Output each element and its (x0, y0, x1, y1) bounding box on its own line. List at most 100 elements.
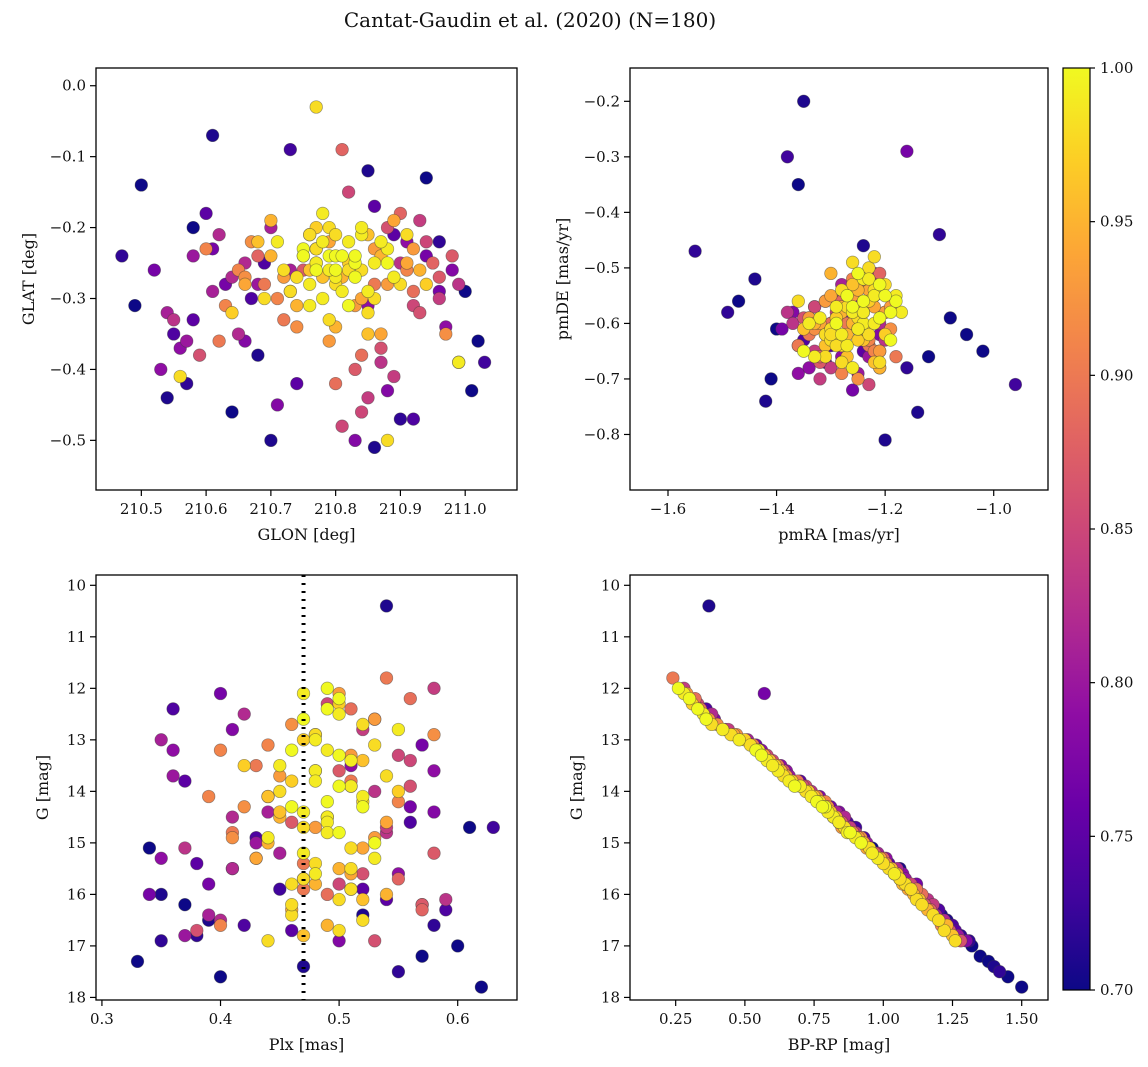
data-point (379, 887, 394, 902)
data-point (845, 255, 860, 269)
data-point (249, 851, 263, 865)
data-point (413, 306, 427, 320)
x-tick-label: 1.25 (936, 1010, 969, 1028)
data-point (791, 366, 805, 381)
data-point (251, 348, 265, 362)
data-point (320, 795, 334, 809)
data-point (379, 599, 394, 613)
data-point (344, 779, 358, 793)
data-point (426, 256, 440, 270)
data-point (186, 249, 200, 263)
data-point (780, 150, 795, 164)
data-point (873, 311, 887, 325)
data-point (759, 394, 773, 408)
data-point (186, 313, 200, 327)
y-tick-label: −0.5 (50, 431, 86, 449)
data-point (797, 344, 811, 358)
data-point (344, 702, 358, 716)
x-tick-label: 1.50 (1005, 1010, 1038, 1028)
data-point (277, 313, 291, 327)
data-point (354, 220, 369, 235)
data-point (335, 142, 349, 157)
colorbar-tick-label: 0.90 (1100, 366, 1133, 384)
data-point (465, 384, 479, 398)
data-point (878, 433, 892, 447)
colorbar-gradient (1063, 68, 1090, 990)
data-point (835, 327, 849, 342)
data-point (166, 702, 180, 716)
data-point (403, 691, 417, 706)
y-tick-label: 12 (67, 679, 86, 697)
data-point (178, 774, 192, 788)
x-tick-label: 0.25 (659, 1010, 692, 1028)
data-point (368, 712, 382, 726)
data-point (202, 789, 216, 804)
data-point (862, 377, 876, 392)
data-point (190, 856, 204, 871)
data-point (439, 892, 453, 907)
data-point (764, 372, 778, 386)
panel-glon-glat: 210.5 210.6 210.7 210.8 210.9 211.0 0.0 −0.1 −0.… (19, 67, 518, 544)
data-point (403, 800, 417, 814)
data-point (257, 291, 272, 306)
data-point (845, 277, 860, 292)
data-point (807, 300, 822, 314)
y-tick-label: 16 (67, 885, 86, 903)
data-point (283, 284, 297, 299)
x-tick-label: 0.75 (797, 1010, 830, 1028)
data-point (415, 903, 429, 917)
data-point (180, 334, 194, 348)
data-point (356, 867, 370, 881)
data-point (419, 277, 433, 291)
data-point (264, 249, 278, 263)
panel-pmra-pmde: −1.6 −1.4 −1.2 −1.0 −0.2 −0.3 −0.4 −0.5 −0.6 −0.7… (553, 67, 1049, 544)
data-point (332, 779, 346, 793)
y-tick-label: 15 (67, 834, 86, 852)
y-axis-label: G [mag] (33, 755, 52, 820)
x-tick-label: 1.00 (867, 1010, 900, 1028)
data-point (320, 702, 334, 716)
data-point (368, 738, 382, 752)
x-tick-label: 210.5 (120, 500, 163, 518)
data-point (202, 877, 216, 891)
data-point (415, 949, 429, 963)
data-point (379, 769, 394, 783)
data-point (354, 348, 369, 362)
data-point (296, 872, 311, 886)
data-point (976, 344, 990, 358)
data-point (824, 289, 838, 303)
y-axis-label: GLAT [deg] (19, 233, 38, 325)
data-point (261, 789, 275, 804)
data-point (911, 405, 925, 419)
x-tick-label: 0.6 (446, 1010, 470, 1028)
data-point (154, 362, 168, 377)
data-point (361, 164, 375, 178)
data-point (320, 887, 334, 902)
data-point (166, 769, 180, 783)
data-point (308, 733, 323, 747)
data-point (344, 861, 358, 876)
data-point (213, 918, 228, 932)
data-point (257, 277, 272, 291)
data-point (212, 228, 226, 242)
data-point (316, 291, 330, 306)
data-point (883, 333, 898, 347)
data-point (368, 836, 382, 850)
data-point (335, 284, 349, 299)
data-point (374, 355, 388, 369)
data-point (273, 882, 287, 896)
data-point (178, 841, 192, 855)
data-point (320, 825, 334, 840)
y-tick-label: −0.4 (584, 203, 620, 221)
data-point (285, 743, 299, 757)
data-point (462, 820, 477, 835)
data-point (290, 376, 304, 391)
data-point (851, 322, 865, 336)
data-point (361, 327, 375, 341)
data-point (212, 334, 226, 348)
data-point (474, 980, 489, 994)
data-point (285, 877, 299, 891)
y-tick-label: −0.7 (584, 370, 620, 388)
data-point (285, 717, 299, 732)
y-tick-label: −0.1 (50, 148, 86, 166)
